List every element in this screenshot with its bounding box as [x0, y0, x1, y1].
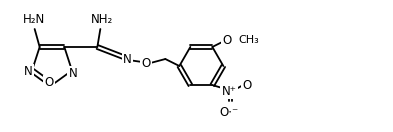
- Text: O: O: [243, 79, 252, 92]
- Text: N: N: [69, 67, 77, 80]
- Text: CH₃: CH₃: [238, 35, 259, 45]
- Text: O: O: [142, 56, 151, 70]
- Text: N: N: [123, 53, 132, 65]
- Text: O⋅⁻: O⋅⁻: [220, 106, 239, 119]
- Text: NH₂: NH₂: [91, 13, 114, 25]
- Text: O: O: [223, 34, 232, 47]
- Text: N: N: [24, 65, 32, 78]
- Text: H₂N: H₂N: [22, 13, 45, 25]
- Text: N⁺: N⁺: [222, 85, 237, 98]
- Text: O: O: [44, 77, 53, 89]
